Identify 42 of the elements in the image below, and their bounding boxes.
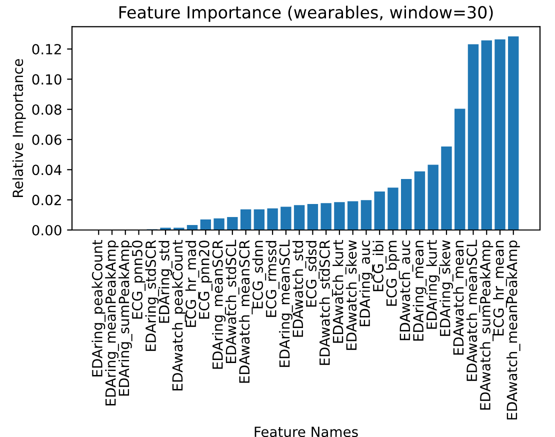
y-tick-label: 0.02 <box>32 194 61 206</box>
y-tick-label: 0.00 <box>32 224 62 236</box>
x-tick-label: EDAring_stdSCR <box>145 240 160 351</box>
x-tick-label: ECG_pnn20 <box>198 240 212 319</box>
x-tick-label: EDAring_skew <box>440 240 454 336</box>
y-tick-label: 0.08 <box>32 104 62 115</box>
x-tick-label: ECG_rmssd <box>266 240 280 317</box>
y-tick-label: 0.12 <box>32 44 61 54</box>
x-tick-label: EDAwatch_kurt <box>332 240 346 343</box>
x-tick-label: EDAring_mean <box>412 240 427 341</box>
x-tick-label: EDAwatch_peakCount <box>172 240 186 390</box>
x-tick-label: EDAwatch_meanSCR <box>238 240 253 383</box>
x-tick-label: EDAring_meanSCR <box>212 240 226 369</box>
x-tick-label: EDAwatch_skew <box>346 240 360 350</box>
x-tick-label: EDAwatch_std <box>292 240 306 337</box>
x-tick-label: EDAwatch_meanPeakAmp <box>506 240 520 420</box>
x-tick-label: EDAwatch_sumPeakAmp <box>480 240 494 410</box>
x-tick-label: EDAring_kurt <box>426 240 440 329</box>
x-tick-label: ECG_hr_mad <box>185 240 200 327</box>
x-tick-label: EDAwatch_stdSCL <box>226 240 240 363</box>
y-tick-label: 0.04 <box>32 164 62 176</box>
x-tick-label: ECG_sdnn <box>252 240 266 308</box>
x-tick-label: EDAring_std <box>158 240 172 323</box>
y-tick-label: 0.10 <box>32 74 62 85</box>
x-tick-label: EDAring_sumPeakAmp <box>118 240 132 396</box>
x-tick-label: EDAring_meanPeakAmp <box>105 240 119 406</box>
x-tick-label: ECG_hr_mean <box>493 240 507 336</box>
chart-title: Feature Importance (wearables, window=30) <box>119 6 493 22</box>
x-tick-label: ECG_pnn50 <box>132 240 146 319</box>
x-tick-label: EDAring_meanSCL <box>279 240 293 367</box>
x-tick-label: EDAring_peakCount <box>92 240 106 376</box>
x-tick-label: ECG_ibi <box>372 241 386 292</box>
x-tick-label: EDAwatch_meanSCL <box>466 240 480 381</box>
x-tick-label: EDAwatch_stdSCR <box>319 240 333 365</box>
x-tick-label: ECG_sdsd <box>306 240 320 307</box>
x-tick-label: EDAwatch_auc <box>399 240 414 340</box>
x-tick-label: ECG_bpm <box>386 240 400 306</box>
y-tick-label: 0.06 <box>32 134 62 145</box>
x-axis-title: Feature Names <box>254 426 358 437</box>
x-tick-label: EDAwatch_mean <box>452 240 467 355</box>
y-axis-title: Relative Importance <box>12 59 26 197</box>
x-tick-label: EDAring_auc <box>359 240 374 326</box>
